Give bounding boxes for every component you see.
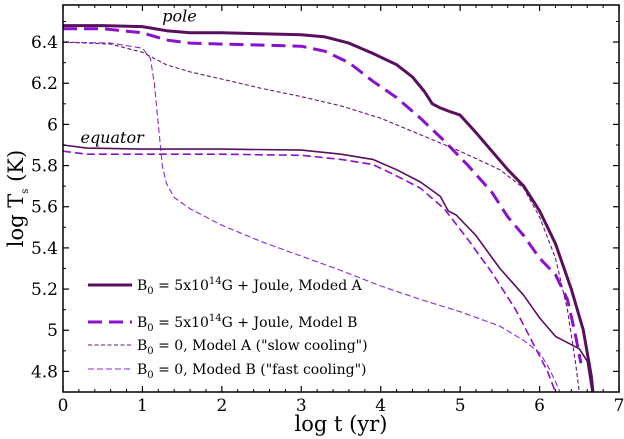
y-tick-label: 6.4 xyxy=(31,33,58,53)
annotations-layer: pole equator xyxy=(80,6,196,146)
y-tick-label: 4.8 xyxy=(31,362,58,382)
legend-label-4: B0 = 0, Moded B ("fast cooling") xyxy=(137,362,367,381)
legend: B0 = 5x1014G + Joule, Moded A B0 = 5x1014… xyxy=(88,276,368,381)
y-tick-label: 5.2 xyxy=(31,280,58,300)
plot-frame xyxy=(62,4,620,393)
x-axis-label: log t (yr) xyxy=(295,412,388,436)
x-tick-label: 4 xyxy=(375,396,386,416)
annotation-equator: equator xyxy=(80,128,145,147)
legend-label-3: B0 = 0, Model A ("slow cooling") xyxy=(137,338,368,357)
x-tick-label: 7 xyxy=(614,396,624,416)
x-tick-label: 3 xyxy=(296,396,307,416)
series-line-4 xyxy=(63,41,561,392)
y-axis-label: log Ts (K) xyxy=(4,150,31,247)
y-tick-label: 5 xyxy=(47,321,58,341)
y-tick-label: 5.6 xyxy=(31,198,58,218)
x-tick-label: 2 xyxy=(216,396,227,416)
y-tick-label: 6 xyxy=(47,115,58,135)
series-line-5 xyxy=(63,144,593,392)
series-line-1 xyxy=(63,24,595,392)
x-tick-label: 5 xyxy=(455,396,466,416)
curves-layer xyxy=(63,24,595,392)
annotation-pole: pole xyxy=(162,6,196,25)
ticks-layer: 0 1 2 3 4 5 6 7 4.8 5 5.2 5.4 5.6 5.8 6 6.2 6.4 xyxy=(31,5,624,416)
x-tick-label: 1 xyxy=(137,396,148,416)
y-axis-label-main: log T xyxy=(4,194,28,247)
series-line-2 xyxy=(63,27,583,364)
y-tick-label: 5.8 xyxy=(31,157,58,177)
legend-label-1: B0 = 5x1014G + Joule, Moded A xyxy=(137,276,363,297)
y-axis-label-unit: (K) xyxy=(4,150,28,189)
x-tick-label: 0 xyxy=(58,396,69,416)
legend-label-2: B0 = 5x1014G + Joule, Model B xyxy=(137,313,357,334)
series-line-3 xyxy=(63,41,580,392)
y-tick-label: 6.2 xyxy=(31,74,58,94)
x-tick-label: 6 xyxy=(534,396,545,416)
y-axis-label-sub: s xyxy=(20,189,31,194)
y-tick-label: 5.4 xyxy=(31,239,58,259)
series-line-6 xyxy=(63,150,557,392)
